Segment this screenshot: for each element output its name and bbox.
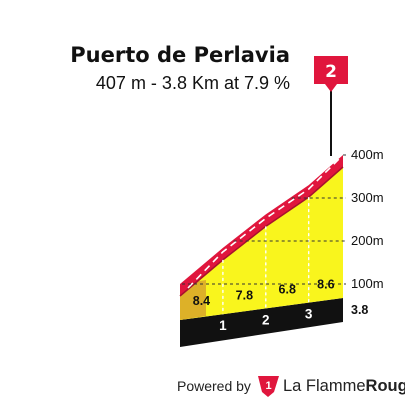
brand-name: La FlammeRouge [283,377,405,395]
altitude-tick-label: 200m [351,233,384,248]
km-label: 3 [305,307,313,322]
category-number: 2 [325,62,337,82]
gradient-label: 8.6 [317,277,334,291]
gradient-label: 8.4 [193,294,210,308]
powered-by-text: Powered by [177,378,251,394]
altitude-tick-label: 300m [351,190,384,205]
km-label: 2 [262,312,270,327]
chart-subtitle: 407 m - 3.8 Km at 7.9 % [96,73,290,93]
altitude-tick-label: 100m [351,276,384,291]
distance-band [180,298,343,347]
slope-segment [308,167,343,303]
svg-text:1: 1 [265,380,271,392]
km-label: 1 [219,318,227,333]
road-centerline [187,158,340,289]
slope-segment [222,226,266,315]
gradient-label: 6.8 [279,283,296,297]
slope-segment [265,197,309,309]
altitude-tick-label: 400m [351,147,384,162]
gradient-label: 7.8 [236,288,253,302]
brand-regular: La Flamme [283,377,366,395]
footer: Powered by 1 La FlammeRouge [177,376,405,397]
chart-title: Puerto de Perlavia [70,43,290,67]
climb-profile: 100m 200m 300m 400m 8.4 7.8 6.8 8.6 1 2 3 3.8 [179,147,384,347]
category-flag: 2 [314,56,348,156]
flamme-rouge-icon: 1 [258,376,279,397]
brand-bold: Rouge [366,377,405,395]
flag-shape [314,56,348,92]
end-distance-label: 3.8 [351,303,368,317]
